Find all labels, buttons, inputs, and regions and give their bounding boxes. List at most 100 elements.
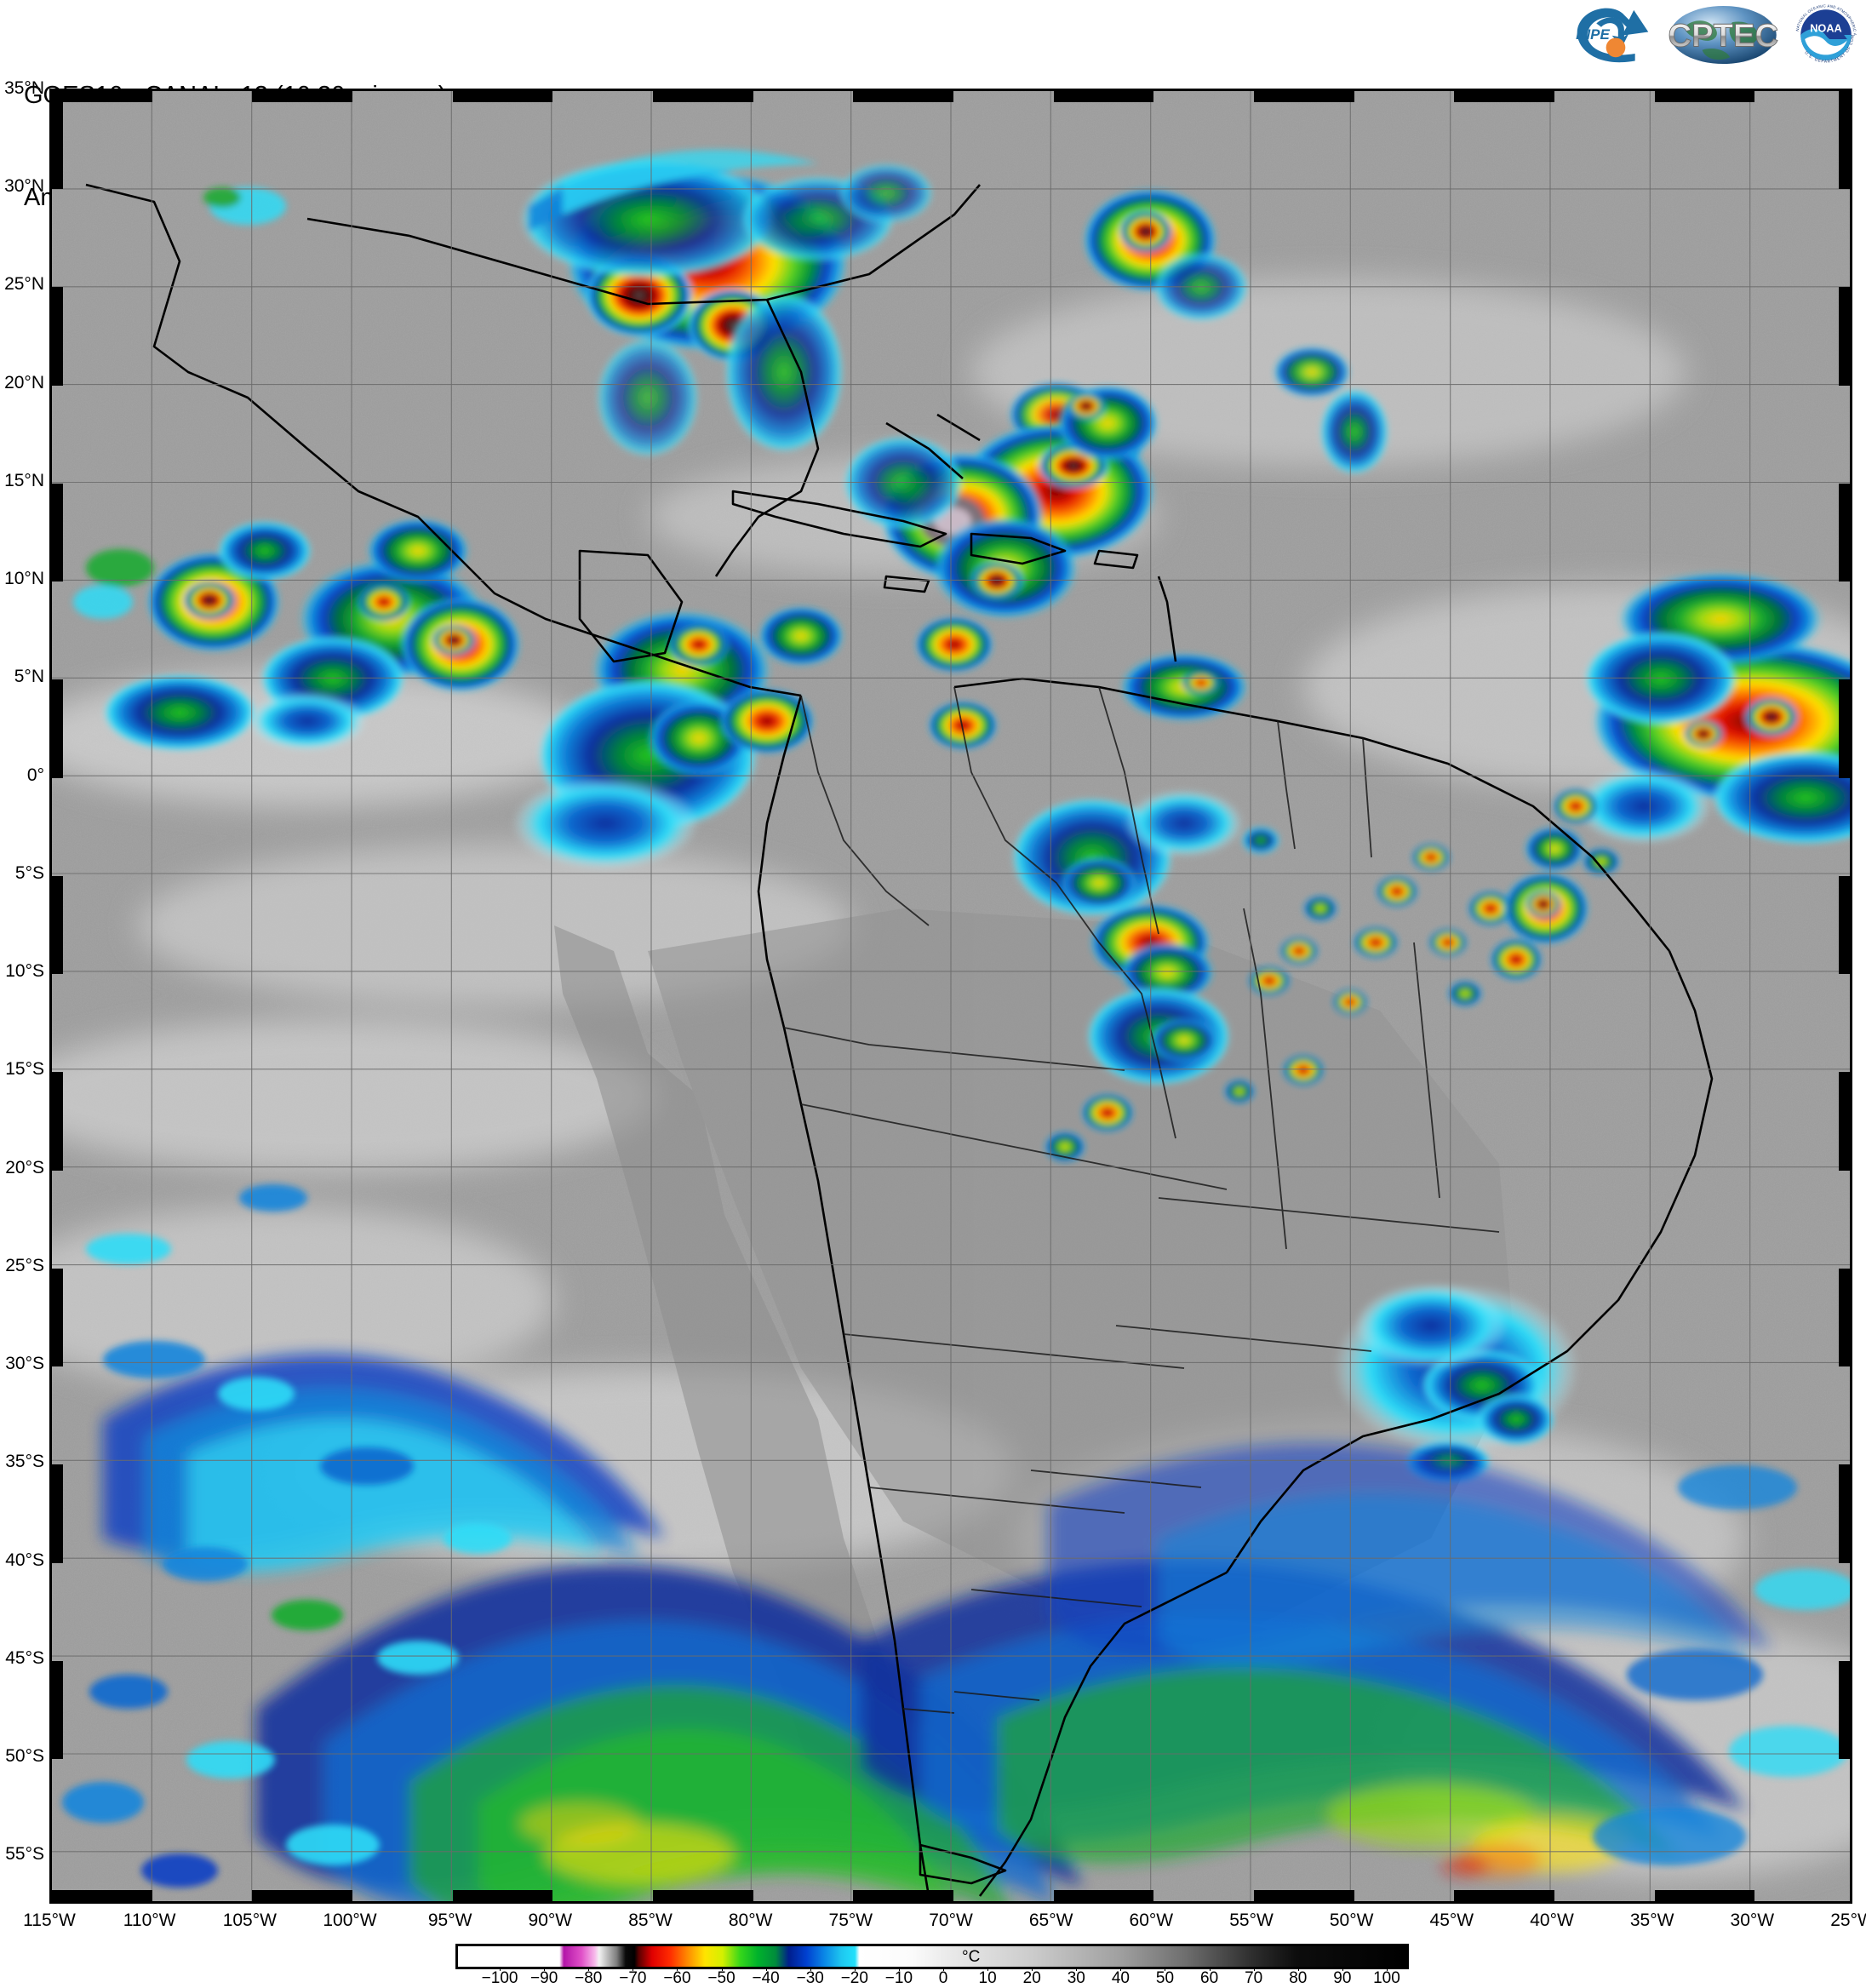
- tick-bar: [1839, 1464, 1850, 1563]
- longitude-tick-label: 60°W: [1129, 1911, 1174, 1930]
- colorbar-tick-label: −40: [752, 1969, 780, 1987]
- colorbar-tick-notch: [1209, 1967, 1211, 1971]
- tick-bar: [252, 91, 352, 102]
- colorbar-tick-label: 60: [1200, 1969, 1219, 1987]
- colorbar-tick-label: −20: [840, 1969, 868, 1987]
- longitude-tick-label: 65°W: [1028, 1911, 1073, 1930]
- tick-bar: [1839, 91, 1850, 190]
- tick-bar: [1839, 1660, 1850, 1760]
- tick-bar: [1053, 1890, 1154, 1901]
- colorbar-tick-notch: [1120, 1967, 1122, 1971]
- colorbar-tick-notch: [721, 1967, 723, 1971]
- colorbar-tick-notch: [1386, 1967, 1388, 1971]
- tick-bar: [252, 1890, 352, 1901]
- colorbar-tick-notch: [1342, 1967, 1343, 1971]
- longitude-tick-label: 50°W: [1329, 1911, 1374, 1930]
- tick-bar: [52, 1464, 63, 1563]
- tick-bar: [653, 91, 753, 102]
- convective-cells: [62, 150, 1850, 1901]
- colorbar-tick-notch: [943, 1967, 945, 1971]
- tick-bar: [52, 875, 63, 975]
- colorbar-tick-notch: [1297, 1967, 1299, 1971]
- latitude-tick-label: 5°S: [14, 862, 44, 883]
- tick-bar: [1454, 1890, 1554, 1901]
- tick-bar: [1254, 1890, 1354, 1901]
- logo-bar: INPE CPTEC: [1564, 2, 1859, 68]
- colorbar-tick-label: 90: [1333, 1969, 1352, 1987]
- colorbar-tick-label: −60: [663, 1969, 691, 1987]
- colorbar-tick-notch: [1076, 1967, 1078, 1971]
- latitude-tick-label: 10°S: [5, 961, 44, 982]
- latitude-tick-label: 5°N: [14, 667, 44, 687]
- latitude-tick-label: 40°S: [5, 1550, 44, 1570]
- latitude-tick-label: 35°S: [5, 1452, 44, 1472]
- colorbar-tick-label: 0: [938, 1969, 948, 1987]
- tick-bar: [52, 287, 63, 386]
- country-borders: [783, 686, 1500, 1714]
- latitude-tick-label: 25°N: [4, 274, 44, 295]
- latitude-tick-label: 45°S: [5, 1647, 44, 1668]
- colorbar-units-label: °C: [962, 1948, 981, 1966]
- colorbar-tick-label: −50: [707, 1969, 736, 1987]
- longitude-tick-label: 75°W: [828, 1911, 873, 1930]
- latitude-tick-label: 20°S: [5, 1157, 44, 1177]
- colorbar-tick-notch: [1032, 1967, 1033, 1971]
- latitude-tick-label: 50°S: [5, 1746, 44, 1767]
- longitude-tick-label: 100°W: [323, 1911, 377, 1930]
- tick-bar: [452, 91, 553, 102]
- colorbar-tick-notch: [544, 1967, 546, 1971]
- tick-bar: [52, 91, 152, 102]
- tick-bar: [1654, 1890, 1755, 1901]
- noaa-logo: NOAA NATIONAL OCEANIC AND ATMOSPHERIC AD…: [1793, 2, 1859, 68]
- colorbar-tick-label: 30: [1067, 1969, 1085, 1987]
- longitude-tick-label: 70°W: [929, 1911, 973, 1930]
- satellite-map[interactable]: [49, 89, 1852, 1904]
- colorbar-tick-notch: [898, 1967, 900, 1971]
- tick-bar: [52, 1890, 152, 1901]
- colorbar-tick-label: 100: [1373, 1969, 1400, 1987]
- colorbar-tick-notch: [677, 1967, 678, 1971]
- colorbar-tick-label: −70: [619, 1969, 647, 1987]
- colorbar-tick-notch: [854, 1967, 856, 1971]
- tick-bar: [1454, 91, 1554, 102]
- tick-bar: [1839, 1072, 1850, 1171]
- svg-text:NOAA: NOAA: [1810, 21, 1842, 34]
- longitude-tick-label: 30°W: [1730, 1911, 1775, 1930]
- latitude-tick-label: 55°S: [5, 1844, 44, 1865]
- tick-bar: [853, 91, 953, 102]
- latitude-tick-label: 25°S: [5, 1255, 44, 1275]
- cptec-logo: CPTEC: [1668, 5, 1779, 65]
- imagery-svg: [52, 91, 1850, 1901]
- colorbar-tick-label: 40: [1111, 1969, 1130, 1987]
- svg-text:CPTEC: CPTEC: [1669, 17, 1779, 54]
- colorbar-gradient: [455, 1944, 1409, 1969]
- colorbar-tick-notch: [632, 1967, 634, 1971]
- map-imagery: [52, 91, 1850, 1901]
- latitude-tick-label: 15°S: [5, 1059, 44, 1080]
- colorbar-tick-notch: [588, 1967, 590, 1971]
- graticule: [52, 91, 1850, 1901]
- longitude-tick-label: 115°W: [23, 1911, 76, 1930]
- tick-bar: [52, 1268, 63, 1367]
- latitude-tick-label: 15°N: [4, 470, 44, 490]
- latitude-tick-label: 20°N: [4, 372, 44, 392]
- colorbar-tick-notch: [765, 1967, 767, 1971]
- colorbar-tick-label: −10: [884, 1969, 913, 1987]
- colorbar[interactable]: [455, 1944, 1409, 1969]
- colorbar-tick-label: 10: [978, 1969, 997, 1987]
- tick-bar: [1254, 91, 1354, 102]
- tick-bar: [452, 1890, 553, 1901]
- tick-bar: [653, 1890, 753, 1901]
- colorbar-tick-notch: [1253, 1967, 1255, 1971]
- colorbar-tick-label: −80: [575, 1969, 603, 1987]
- tick-bar: [1053, 91, 1154, 102]
- colorbar-tick-label: 50: [1155, 1969, 1175, 1987]
- latitude-tick-label: 0°: [26, 765, 44, 785]
- longitude-tick-label: 45°W: [1429, 1911, 1474, 1930]
- colorbar-tick-label: −100: [481, 1969, 518, 1987]
- latitude-tick-label: 30°N: [4, 176, 44, 197]
- colorbar-tick-notch: [987, 1967, 989, 1971]
- longitude-tick-label: 90°W: [528, 1911, 573, 1930]
- svg-text:INPE: INPE: [1576, 26, 1610, 43]
- colorbar-tick-notch: [810, 1967, 811, 1971]
